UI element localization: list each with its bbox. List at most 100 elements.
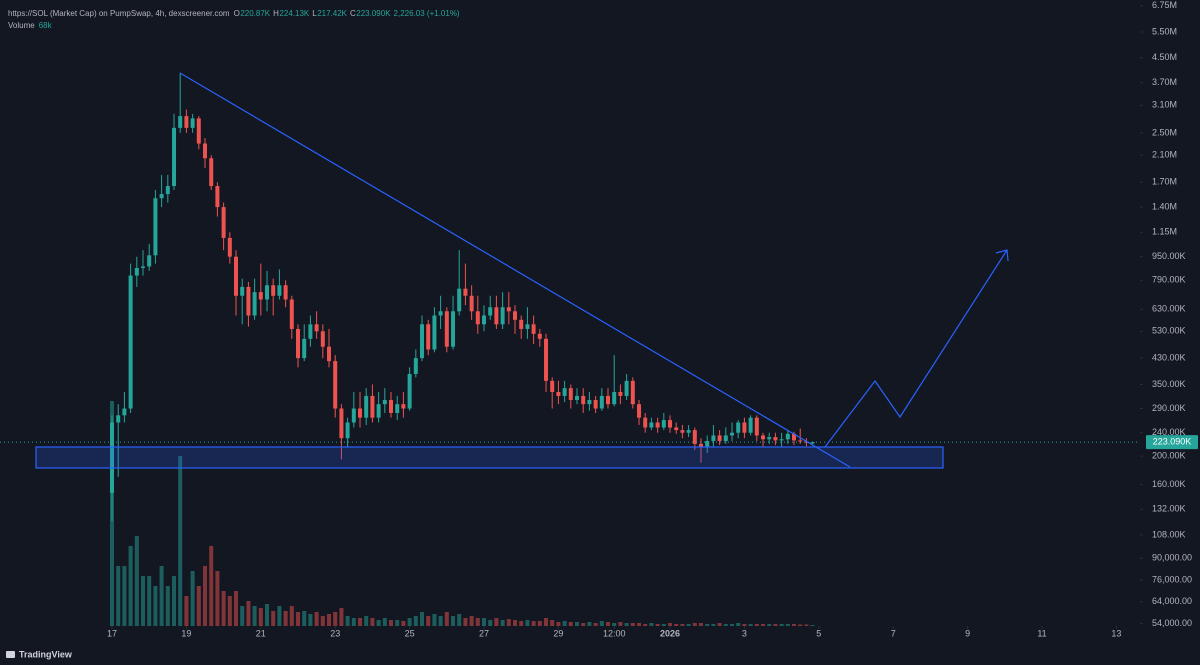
volume-bar [475, 618, 480, 626]
candle-body [196, 118, 201, 144]
ohlc-value: 224.13K [279, 9, 309, 18]
volume-value: 68k [39, 21, 53, 30]
volume-bar [587, 622, 592, 626]
x-tick-label: 12:00 [603, 628, 626, 638]
volume-bar [630, 623, 635, 626]
candle-body [413, 358, 418, 374]
candle-body [469, 295, 474, 312]
candle-body [227, 237, 232, 257]
candle-body [326, 346, 331, 362]
candle-body [512, 311, 517, 320]
candle-body [401, 404, 406, 409]
ohlc-key: H [273, 9, 279, 18]
y-tick-label: 1.40M [1152, 201, 1177, 211]
candle-body [599, 395, 604, 409]
candle-body [581, 395, 586, 405]
candle-body [475, 311, 480, 325]
volume-bar [419, 612, 424, 626]
volume-bar [500, 620, 505, 626]
candle-body [624, 380, 629, 396]
arrow-head [995, 249, 1009, 262]
candle-body [209, 158, 214, 187]
candle-body [655, 422, 660, 428]
candle-body [395, 404, 400, 414]
volume-bar [339, 608, 344, 626]
volume-bar [178, 456, 183, 626]
candle-body [203, 143, 208, 159]
y-tick-label: 630.00K [1152, 304, 1186, 314]
volume-bar [736, 623, 741, 626]
volume-bar [723, 624, 728, 626]
x-tick-label: 17 [107, 628, 117, 638]
volume-bar [240, 606, 245, 626]
candle-body [426, 324, 431, 350]
volume-bar [358, 618, 363, 626]
volume-bar [661, 624, 666, 626]
volume-bar [537, 621, 542, 626]
y-tick-label: 76,000.00 [1152, 574, 1192, 584]
candle-body [674, 427, 679, 431]
volume-bar [674, 624, 679, 626]
candle-body [506, 307, 511, 312]
volume-bar [730, 624, 735, 626]
candle-body [568, 388, 573, 400]
ohlc-value: 223.090K [356, 9, 391, 18]
candle-body [537, 333, 542, 339]
candle-body [438, 311, 443, 316]
volume-bar [395, 620, 400, 626]
volume-bar [773, 624, 778, 626]
volume-bar [525, 620, 530, 626]
candle-body [525, 324, 530, 329]
candle-body [184, 116, 189, 128]
volume-bar [370, 618, 375, 626]
y-tick-label: 530.00K [1152, 326, 1186, 336]
volume-bar [444, 612, 449, 626]
candle-body [376, 404, 381, 418]
candle-body [723, 435, 728, 441]
volume-bar [779, 624, 784, 626]
volume-bar [314, 612, 319, 626]
candle-body [618, 391, 623, 396]
candle-body [556, 391, 561, 396]
candle-body [519, 319, 524, 329]
candle-body [302, 338, 307, 359]
volume-legend: Volume [8, 21, 35, 30]
x-tick-label: 3 [742, 628, 747, 638]
candle-body [407, 373, 412, 409]
volume-bar [407, 618, 412, 626]
y-tick-label: 2.10M [1152, 150, 1177, 160]
volume-bar [593, 623, 598, 626]
volume-bar [680, 624, 685, 626]
y-tick-label: 200.00K [1152, 450, 1186, 460]
candle-body [451, 311, 456, 347]
candle-body [798, 440, 803, 442]
candle-body [754, 417, 759, 436]
volume-bar [196, 586, 201, 626]
candle-body [804, 441, 809, 443]
candle-body [258, 292, 263, 300]
y-tick-label: 350.00K [1152, 379, 1186, 389]
volume-bar [172, 576, 177, 626]
candle-body [531, 324, 536, 334]
candle-body [637, 404, 642, 418]
axes: 6.75M 5.50M 4.50M 3.70M 3.10M 2.50M 2.10M 1.70M… [107, 0, 1198, 638]
volume-bar [482, 618, 487, 626]
volume-bar [581, 623, 586, 626]
volume-bar [271, 611, 276, 626]
volume-bar [767, 624, 772, 626]
y-tick-label: 3.70M [1152, 77, 1177, 87]
volume-bar [550, 620, 555, 626]
candle-body [110, 422, 115, 493]
y-tick-label: 108.00K [1152, 529, 1186, 539]
volume-bar [345, 616, 350, 626]
volume-bar [711, 624, 716, 626]
volume-bar [364, 616, 369, 626]
volume-bar [686, 624, 691, 626]
candle-body [742, 422, 747, 433]
volume-bar [140, 576, 145, 626]
candle-body [649, 422, 654, 428]
candle-body [172, 127, 177, 187]
volume-bar [165, 586, 170, 626]
